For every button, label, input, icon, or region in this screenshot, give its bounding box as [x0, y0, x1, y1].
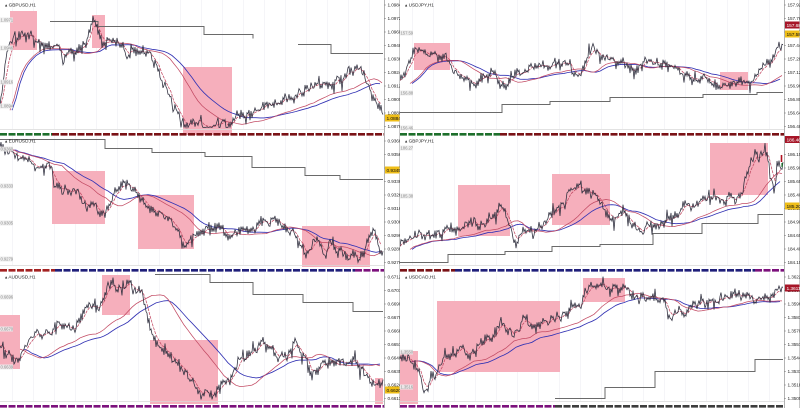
svg-text:1.0971: 1.0971 — [1, 18, 14, 23]
svg-text:1.3518: 1.3518 — [788, 383, 800, 388]
svg-text:0.9316: 0.9316 — [388, 206, 402, 211]
svg-text:1.3622: 1.3622 — [788, 275, 800, 280]
svg-text:157.12: 157.12 — [788, 70, 800, 75]
svg-text:0.9305: 0.9305 — [1, 221, 14, 226]
svg-text:0.9360: 0.9360 — [1, 147, 14, 152]
svg-text:184.90: 184.90 — [788, 220, 800, 225]
svg-text:0.6701: 0.6701 — [388, 288, 402, 293]
svg-text:184.15: 184.15 — [788, 260, 800, 265]
svg-text:1.0936: 1.0936 — [388, 57, 402, 62]
svg-text:1.0948: 1.0948 — [388, 43, 402, 48]
svg-text:0.6620: 0.6620 — [387, 388, 402, 394]
svg-text:1.0972: 1.0972 — [388, 16, 402, 21]
svg-text:1.3544: 1.3544 — [788, 356, 800, 361]
svg-text:▴ EURUSD,H1: ▴ EURUSD,H1 — [5, 139, 36, 144]
svg-text:1.0900: 1.0900 — [388, 97, 402, 102]
svg-text:▴ AUDUSD,H1: ▴ AUDUSD,H1 — [5, 275, 36, 280]
svg-text:185.65: 185.65 — [788, 179, 800, 184]
svg-text:1.3611: 1.3611 — [787, 286, 800, 292]
svg-text:1.0912: 1.0912 — [388, 84, 402, 89]
svg-text:156.64: 156.64 — [788, 111, 800, 116]
svg-text:▴ USDCAD,H1: ▴ USDCAD,H1 — [405, 275, 436, 280]
svg-text:0.9356: 0.9356 — [388, 152, 402, 157]
svg-text:0.6639: 0.6639 — [1, 365, 14, 370]
svg-text:156.96: 156.96 — [788, 84, 800, 89]
svg-text:184.65: 184.65 — [788, 233, 800, 238]
svg-text:0.6657: 0.6657 — [388, 342, 402, 347]
svg-text:1.0876: 1.0876 — [388, 124, 402, 129]
svg-text:0.6646: 0.6646 — [388, 356, 402, 361]
svg-text:157.28: 157.28 — [788, 57, 800, 62]
svg-text:0.6670: 0.6670 — [1, 327, 14, 332]
svg-text:1.3583: 1.3583 — [788, 315, 800, 320]
svg-text:157.44: 157.44 — [788, 43, 800, 48]
svg-text:157.68: 157.68 — [787, 23, 800, 29]
svg-text:185.20: 185.20 — [787, 204, 800, 210]
svg-text:1.3550: 1.3550 — [401, 350, 414, 355]
svg-text:1.3505: 1.3505 — [788, 396, 800, 401]
svg-text:0.9345: 0.9345 — [387, 168, 402, 174]
svg-text:186.27: 186.27 — [401, 146, 414, 151]
svg-text:1.0894: 1.0894 — [1, 104, 14, 109]
svg-text:156.46: 156.46 — [401, 126, 414, 131]
svg-text:185.90: 185.90 — [788, 166, 800, 171]
svg-text:186.15: 186.15 — [788, 152, 800, 157]
svg-text:0.6696: 0.6696 — [1, 295, 14, 300]
svg-text:0.9276: 0.9276 — [388, 260, 402, 265]
svg-text:185.38: 185.38 — [401, 194, 414, 199]
svg-text:1.0960: 1.0960 — [388, 30, 402, 35]
svg-text:184.40: 184.40 — [788, 247, 800, 252]
svg-text:1.3531: 1.3531 — [788, 369, 800, 374]
svg-text:1.3516: 1.3516 — [401, 385, 414, 390]
svg-text:1.3570: 1.3570 — [788, 329, 800, 334]
svg-text:0.9286: 0.9286 — [388, 247, 402, 252]
svg-text:1.0916: 1.0916 — [1, 80, 14, 85]
svg-text:1.0946: 1.0946 — [1, 46, 14, 51]
svg-text:0.6668: 0.6668 — [388, 329, 402, 334]
svg-text:▴ USDJPY,H1: ▴ USDJPY,H1 — [405, 3, 434, 8]
svg-text:0.6712: 0.6712 — [388, 275, 402, 280]
svg-text:1.3596: 1.3596 — [788, 302, 800, 307]
svg-text:157.92: 157.92 — [788, 3, 800, 8]
svg-text:0.6624: 0.6624 — [388, 383, 402, 388]
svg-text:186.46: 186.46 — [787, 137, 800, 143]
svg-text:0.9366: 0.9366 — [388, 139, 402, 144]
svg-text:0.9336: 0.9336 — [388, 179, 402, 184]
svg-text:1.0884: 1.0884 — [387, 116, 402, 122]
svg-text:156.48: 156.48 — [788, 124, 800, 129]
svg-text:157.58: 157.58 — [787, 32, 800, 38]
svg-text:157.76: 157.76 — [788, 16, 800, 21]
svg-text:0.9296: 0.9296 — [388, 233, 402, 238]
svg-text:1.0924: 1.0924 — [388, 70, 402, 75]
svg-text:0.6613: 0.6613 — [388, 396, 402, 401]
svg-text:0.6679: 0.6679 — [388, 315, 402, 320]
svg-text:157.59: 157.59 — [401, 31, 414, 36]
svg-text:185.40: 185.40 — [788, 193, 800, 198]
svg-text:0.9333: 0.9333 — [1, 184, 14, 189]
svg-text:1.3557: 1.3557 — [788, 342, 800, 347]
svg-text:0.9326: 0.9326 — [388, 193, 402, 198]
svg-text:1.0984: 1.0984 — [388, 3, 402, 8]
svg-text:0.9306: 0.9306 — [388, 220, 402, 225]
svg-text:0.9279: 0.9279 — [1, 257, 14, 262]
svg-text:156.80: 156.80 — [788, 97, 800, 102]
svg-text:156.88: 156.88 — [401, 91, 414, 96]
svg-text:▴ GBPUSD,H1: ▴ GBPUSD,H1 — [5, 3, 36, 8]
svg-text:▴ GBPJPY,H1: ▴ GBPJPY,H1 — [405, 139, 434, 144]
svg-text:0.6690: 0.6690 — [388, 302, 402, 307]
svg-text:0.6635: 0.6635 — [388, 369, 402, 374]
svg-text:1.0888: 1.0888 — [388, 111, 402, 116]
